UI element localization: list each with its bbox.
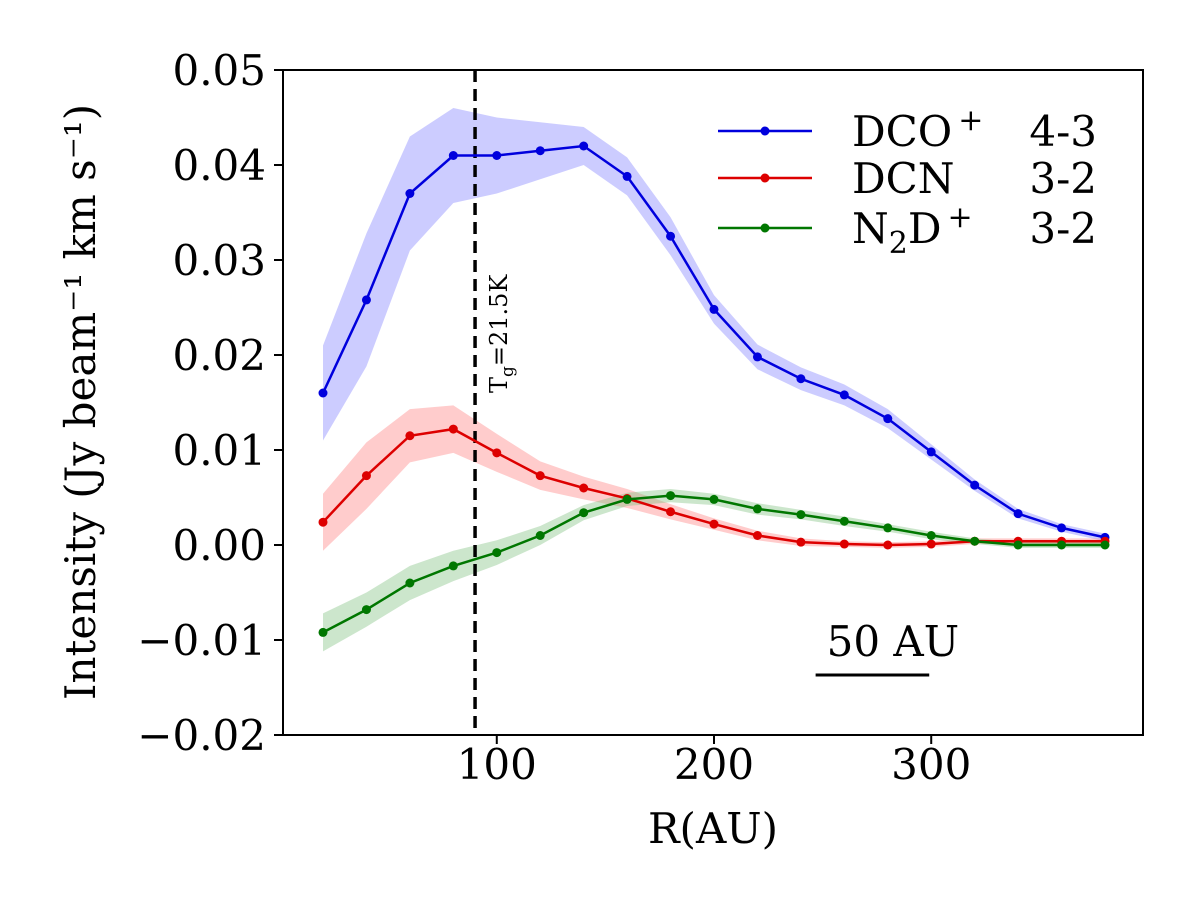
data-point (752, 531, 762, 540)
data-point (666, 507, 676, 517)
data-point (405, 578, 415, 588)
legend-transition-0: 4-3 (1029, 107, 1097, 156)
y-tick-label: 0.05 (172, 46, 266, 95)
legend-marker-0 (760, 126, 770, 136)
data-point (839, 516, 849, 526)
scalebar-label: 50 AU (827, 617, 960, 666)
error-band-2 (323, 488, 1105, 652)
data-point (926, 531, 936, 540)
legend-subscript: 2 (889, 226, 908, 261)
x-tick-label: 200 (674, 740, 754, 789)
data-point (1057, 523, 1067, 533)
legend-transition-1: 3-2 (1029, 154, 1097, 203)
data-point (709, 494, 719, 504)
y-tick-label: 0.03 (172, 236, 266, 285)
data-point (361, 471, 371, 481)
data-point (970, 536, 980, 546)
legend-marker-1 (760, 173, 770, 183)
legend-marker-2 (760, 223, 770, 233)
legend-species: DCN (852, 154, 955, 203)
data-point (579, 483, 589, 493)
data-point (926, 539, 936, 549)
legend-superscript: + (958, 103, 983, 138)
data-point (448, 561, 458, 571)
legend-species: N (852, 204, 889, 253)
data-point (883, 540, 893, 550)
data-point (535, 146, 545, 156)
legend-species: DCO (852, 107, 952, 156)
data-point (492, 151, 502, 160)
y-tick-label: 0.01 (172, 426, 266, 475)
data-point (622, 494, 632, 504)
x-axis: 100 200 300 (457, 735, 971, 789)
legend-label-0: DCO + (852, 103, 983, 156)
data-point (492, 548, 502, 558)
data-point (752, 504, 762, 514)
y-tick-label: 0.02 (172, 331, 266, 380)
data-point (796, 537, 806, 547)
data-point (318, 388, 328, 398)
data-point (1013, 509, 1023, 519)
data-point (492, 448, 502, 458)
data-point (579, 508, 589, 518)
error-band-0 (323, 108, 1105, 542)
legend-transition-2: 3-2 (1029, 204, 1097, 253)
data-point (666, 231, 676, 241)
data-point (883, 523, 893, 533)
data-point (883, 414, 893, 424)
data-point (1013, 540, 1023, 550)
y-tick-label: 0.00 (172, 521, 266, 570)
x-tick-label: 300 (891, 740, 971, 789)
data-point (405, 189, 415, 198)
data-point (361, 605, 371, 615)
temperature-label-main: T (485, 377, 513, 393)
temperature-label: Tg=21.5K (485, 274, 518, 393)
data-point (405, 431, 415, 441)
data-point (839, 390, 849, 400)
data-point (752, 352, 762, 362)
data-point (926, 447, 936, 457)
x-tick-label: 100 (457, 740, 537, 789)
data-point (709, 304, 719, 314)
data-point (796, 510, 806, 520)
data-point (622, 171, 632, 181)
legend-label-1: DCN (852, 154, 955, 203)
data-point (361, 295, 371, 305)
x-axis-label: R(AU) (648, 804, 778, 853)
temperature-label-value: =21.5K (485, 274, 513, 367)
data-point (535, 471, 545, 481)
data-point (448, 151, 458, 160)
data-point (839, 539, 849, 549)
series-layer (318, 141, 1110, 637)
y-axis: −0.02 −0.01 0.00 0.01 0.02 0.03 0.04 0.05 (137, 46, 283, 760)
y-tick-label: −0.02 (137, 711, 266, 760)
y-tick-label: −0.01 (137, 616, 266, 665)
data-point (1100, 540, 1110, 550)
legend-label-2: N2D + (852, 200, 973, 261)
data-point (535, 531, 545, 540)
y-tick-label: 0.04 (172, 141, 266, 190)
legend-species-rest: D (908, 204, 942, 253)
data-point (709, 519, 719, 529)
data-point (1057, 540, 1067, 550)
data-point (448, 424, 458, 434)
data-point (666, 491, 676, 501)
data-point (318, 517, 328, 527)
y-axis-label: Intensity (Jy beam⁻¹ km s⁻¹) (56, 104, 105, 700)
data-point (318, 627, 328, 637)
legend-superscript: + (948, 200, 973, 235)
temperature-label-sub: g (498, 366, 518, 377)
data-point (579, 141, 589, 151)
data-point (970, 480, 980, 490)
data-point (796, 374, 806, 384)
annotations: Tg=21.5K 50 AU (485, 274, 960, 677)
